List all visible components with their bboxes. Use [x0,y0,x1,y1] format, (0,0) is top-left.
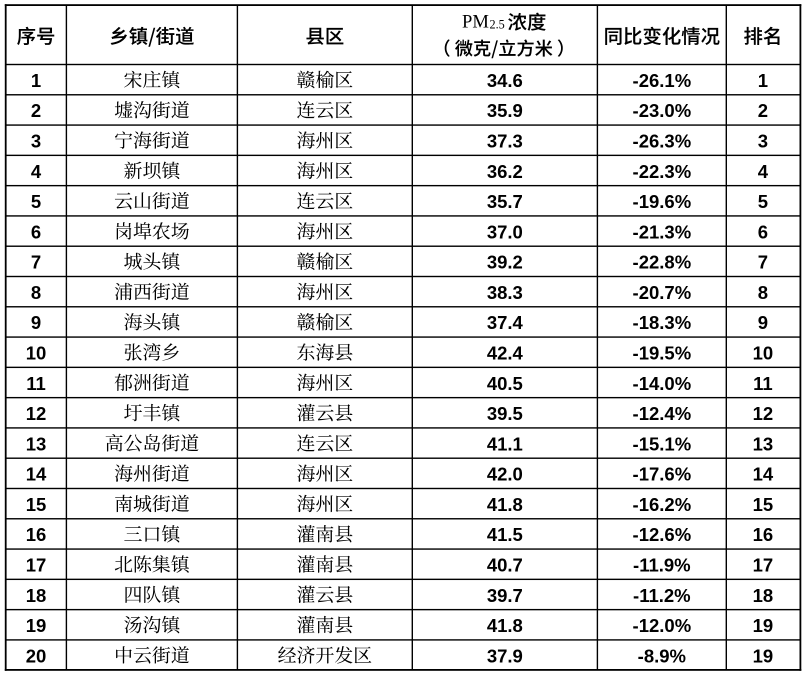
svg-text:-12.0%: -12.0% [633,615,692,636]
svg-text:13: 13 [26,433,47,454]
svg-text:12: 12 [26,403,47,424]
svg-text:41.1: 41.1 [487,433,523,454]
svg-text:-11.2%: -11.2% [633,585,691,606]
svg-text:15: 15 [26,494,47,515]
svg-text:37.4: 37.4 [487,312,524,333]
svg-text:2: 2 [31,100,41,121]
svg-text:14: 14 [753,464,774,485]
svg-text:19: 19 [753,615,774,636]
svg-text:10: 10 [26,343,47,364]
svg-text:1: 1 [31,70,41,91]
svg-text:2: 2 [758,100,768,121]
svg-text:19: 19 [26,615,47,636]
svg-text:18: 18 [753,585,774,606]
svg-text:37.0: 37.0 [487,221,523,242]
svg-text:-19.5%: -19.5% [633,343,692,364]
svg-text:2.5: 2.5 [490,18,505,32]
svg-text:6: 6 [758,221,768,242]
svg-text:42.0: 42.0 [487,464,523,485]
svg-text:-22.3%: -22.3% [633,161,692,182]
svg-text:42.4: 42.4 [487,343,524,364]
svg-text:11: 11 [26,373,46,394]
svg-text:-12.4%: -12.4% [633,403,692,424]
svg-text:-23.0%: -23.0% [633,100,692,121]
svg-text:18: 18 [26,585,47,606]
svg-text:-21.3%: -21.3% [633,221,692,242]
svg-text:37.3: 37.3 [487,131,523,152]
svg-text:37.9: 37.9 [487,645,523,666]
svg-text:9: 9 [31,312,41,333]
svg-text:40.5: 40.5 [487,373,523,394]
svg-text:9: 9 [758,312,768,333]
svg-text:3: 3 [31,131,41,152]
svg-text:39.7: 39.7 [487,585,523,606]
svg-text:13: 13 [753,433,774,454]
svg-text:-11.9%: -11.9% [633,555,691,576]
svg-text:8: 8 [758,282,768,303]
svg-text:5: 5 [31,191,41,212]
svg-text:35.9: 35.9 [487,100,523,121]
svg-text:38.3: 38.3 [487,282,523,303]
svg-text:-19.6%: -19.6% [633,191,692,212]
svg-text:7: 7 [31,252,41,273]
svg-text:16: 16 [26,524,47,545]
svg-text:4: 4 [31,161,42,182]
svg-text:6: 6 [31,221,41,242]
svg-text:-17.6%: -17.6% [633,464,692,485]
svg-text:-8.9%: -8.9% [638,645,686,666]
svg-text:36.2: 36.2 [487,161,523,182]
svg-text:-15.1%: -15.1% [633,433,692,454]
svg-text:-20.7%: -20.7% [633,282,692,303]
svg-text:40.7: 40.7 [487,555,523,576]
svg-text:-18.3%: -18.3% [633,312,692,333]
svg-text:19: 19 [753,645,774,666]
svg-text:-22.8%: -22.8% [633,252,692,273]
svg-text:-14.0%: -14.0% [633,373,692,394]
svg-text:15: 15 [753,494,774,515]
svg-text:-26.3%: -26.3% [633,131,692,152]
svg-text:12: 12 [753,403,774,424]
svg-text:41.5: 41.5 [487,524,523,545]
svg-text:17: 17 [753,555,774,576]
svg-text:1: 1 [758,70,768,91]
svg-text:3: 3 [758,131,768,152]
svg-text:16: 16 [753,524,774,545]
svg-text:8: 8 [31,282,41,303]
svg-text:-26.1%: -26.1% [633,70,692,91]
svg-text:-16.2%: -16.2% [633,494,692,515]
svg-text:35.7: 35.7 [487,191,523,212]
svg-text:41.8: 41.8 [487,494,523,515]
svg-text:5: 5 [758,191,768,212]
svg-text:20: 20 [26,645,47,666]
svg-text:PM: PM [462,12,489,33]
svg-text:-12.6%: -12.6% [633,524,692,545]
svg-text:34.6: 34.6 [487,70,523,91]
svg-text:17: 17 [26,555,47,576]
svg-text:39.2: 39.2 [487,252,523,273]
svg-text:4: 4 [758,161,769,182]
svg-text:14: 14 [26,464,47,485]
svg-text:41.8: 41.8 [487,615,523,636]
svg-text:11: 11 [753,373,773,394]
svg-text:10: 10 [753,343,774,364]
svg-text:39.5: 39.5 [487,403,523,424]
svg-text:7: 7 [758,252,768,273]
